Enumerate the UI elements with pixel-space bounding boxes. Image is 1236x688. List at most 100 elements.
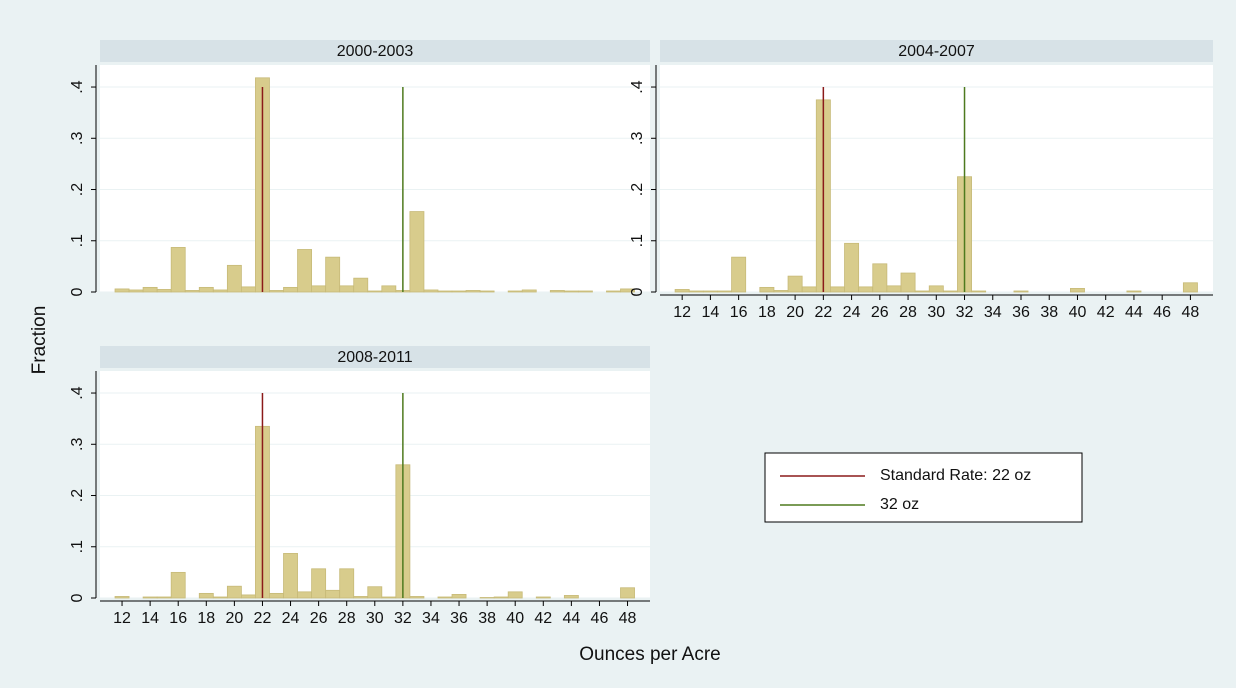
panel-header xyxy=(100,346,650,368)
bar xyxy=(606,290,621,293)
bar xyxy=(184,290,200,293)
y-tick-label: .2 xyxy=(69,183,86,196)
y-tick-label: .2 xyxy=(629,183,646,196)
x-tick-label: 30 xyxy=(366,610,384,627)
y-tick-label: .3 xyxy=(69,438,86,451)
bar xyxy=(1013,290,1029,293)
plot-area xyxy=(100,65,650,292)
bar xyxy=(928,285,944,293)
x-tick-label: 34 xyxy=(984,304,1002,321)
bar xyxy=(702,290,718,293)
x-tick-label: 16 xyxy=(730,304,748,321)
bar xyxy=(269,290,284,293)
bar xyxy=(156,289,172,293)
x-tick-label: 38 xyxy=(478,610,496,627)
bar xyxy=(451,594,467,599)
bar xyxy=(479,290,495,293)
x-tick-label: 32 xyxy=(956,304,974,321)
bar xyxy=(493,596,509,599)
bar xyxy=(297,249,313,293)
bar xyxy=(844,242,860,293)
bar xyxy=(311,568,327,599)
x-tick-label: 46 xyxy=(1153,304,1171,321)
x-tick-label: 28 xyxy=(899,304,917,321)
legend-label: Standard Rate: 22 oz xyxy=(880,467,1031,484)
bar xyxy=(311,285,327,293)
bar xyxy=(507,591,523,599)
bar xyxy=(198,286,214,293)
x-tick-label: 18 xyxy=(197,610,215,627)
y-tick-label: 0 xyxy=(69,593,86,602)
x-axis-title: Ounces per Acre xyxy=(579,644,721,665)
y-tick-label: .3 xyxy=(629,132,646,145)
x-tick-label: 14 xyxy=(702,304,720,321)
bar xyxy=(367,586,383,599)
bar xyxy=(297,591,313,599)
panel-header xyxy=(100,40,650,62)
x-tick-label: 46 xyxy=(591,610,609,627)
bar xyxy=(156,596,172,599)
x-tick-label: 44 xyxy=(562,610,580,627)
x-tick-label: 20 xyxy=(225,610,243,627)
x-tick-label: 14 xyxy=(141,610,159,627)
bar xyxy=(437,290,453,293)
bar xyxy=(198,592,214,599)
x-tick-label: 24 xyxy=(843,304,861,321)
bar xyxy=(325,256,341,293)
y-tick-label: .4 xyxy=(629,80,646,93)
bar xyxy=(521,289,537,293)
bar xyxy=(620,587,635,599)
x-tick-label: 28 xyxy=(338,610,356,627)
bar xyxy=(688,290,704,293)
bar xyxy=(283,553,298,599)
bar xyxy=(142,286,158,293)
x-tick-label: 40 xyxy=(1069,304,1087,321)
bar xyxy=(872,263,888,293)
bar xyxy=(212,289,228,293)
x-tick-label: 38 xyxy=(1040,304,1058,321)
bar xyxy=(114,288,130,293)
bar xyxy=(451,290,467,293)
bar xyxy=(339,285,355,293)
y-tick-label: .4 xyxy=(69,80,86,93)
bar xyxy=(858,286,874,293)
y-tick-label: .1 xyxy=(69,234,86,247)
bar xyxy=(577,290,593,293)
bar xyxy=(353,277,369,293)
bar xyxy=(114,596,130,599)
x-tick-label: 36 xyxy=(450,610,468,627)
bar xyxy=(367,290,383,293)
bar xyxy=(787,275,803,293)
bar xyxy=(563,290,579,293)
x-tick-label: 48 xyxy=(619,610,637,627)
bar xyxy=(437,596,453,599)
bar xyxy=(1070,288,1085,293)
x-tick-label: 34 xyxy=(422,610,440,627)
bar xyxy=(563,595,579,599)
x-tick-label: 44 xyxy=(1125,304,1143,321)
y-tick-label: .4 xyxy=(69,386,86,399)
x-tick-label: 48 xyxy=(1182,304,1200,321)
bar xyxy=(339,568,355,599)
bar xyxy=(409,596,425,599)
bar xyxy=(731,256,747,293)
x-tick-label: 16 xyxy=(169,610,187,627)
x-tick-label: 26 xyxy=(310,610,328,627)
bar xyxy=(971,290,987,293)
bar xyxy=(535,596,551,599)
bar xyxy=(269,592,284,599)
panel-title: 2008-2011 xyxy=(337,349,412,366)
y-axis-title: Fraction xyxy=(29,306,50,375)
bar xyxy=(1126,290,1142,293)
bar xyxy=(170,571,186,599)
x-tick-label: 42 xyxy=(534,610,552,627)
panel-title: 2004-2007 xyxy=(898,43,975,60)
bar xyxy=(620,288,635,293)
x-tick-label: 40 xyxy=(506,610,524,627)
bar xyxy=(479,597,495,599)
x-tick-label: 42 xyxy=(1097,304,1115,321)
bar xyxy=(773,290,789,293)
legend-label: 32 oz xyxy=(880,496,919,513)
panel-title: 2000-2003 xyxy=(337,43,414,60)
bar xyxy=(409,211,425,293)
